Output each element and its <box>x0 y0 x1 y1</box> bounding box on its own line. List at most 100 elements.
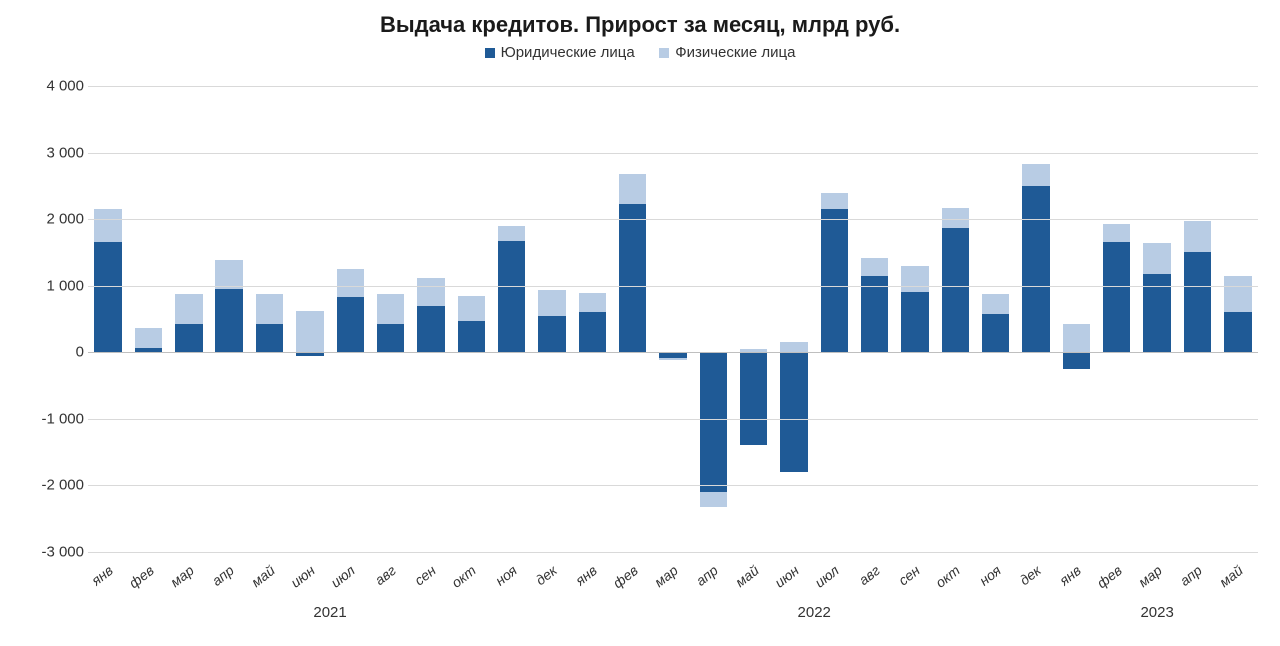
legend-label-legal: Юридические лица <box>501 44 635 61</box>
bar-seg-legal <box>942 228 969 352</box>
bar-group <box>982 86 1009 552</box>
bar-seg-physical <box>458 296 485 321</box>
bar-seg-legal <box>700 352 727 492</box>
bar-group <box>579 86 606 552</box>
bar-seg-physical <box>296 311 323 352</box>
x-tick-label: авг <box>855 562 882 588</box>
grid-line <box>88 86 1258 87</box>
y-tick-label: 3 000 <box>14 144 84 161</box>
bar-seg-legal <box>579 312 606 352</box>
grid-line <box>88 485 1258 486</box>
bar-seg-legal <box>256 324 283 352</box>
bar-seg-legal <box>821 209 848 352</box>
bar-seg-legal <box>982 314 1009 352</box>
bar-seg-physical <box>1184 221 1211 252</box>
bar-seg-legal <box>458 321 485 352</box>
bar-seg-physical <box>538 290 565 315</box>
bar-group <box>377 86 404 552</box>
bar-group <box>1224 86 1251 552</box>
x-tick-label: авг <box>371 562 398 588</box>
bar-seg-physical <box>821 193 848 210</box>
bar-seg-physical <box>94 209 121 242</box>
bar-group <box>942 86 969 552</box>
legend-label-physical: Физические лица <box>675 44 795 61</box>
bar-group <box>780 86 807 552</box>
y-tick-label: -1 000 <box>14 410 84 427</box>
x-tick-label: апр <box>209 562 237 589</box>
bar-seg-physical <box>700 492 727 507</box>
bar-group <box>94 86 121 552</box>
x-tick-label: янв <box>88 562 116 588</box>
x-tick-label: июн <box>287 562 317 591</box>
year-label: 2023 <box>1140 604 1173 621</box>
bar-group <box>901 86 928 552</box>
x-tick-label: сен <box>895 562 923 588</box>
bar-group <box>215 86 242 552</box>
x-tick-label: май <box>248 562 278 590</box>
x-tick-label: апр <box>693 562 721 589</box>
bar-seg-legal <box>498 241 525 352</box>
x-tick-label: июн <box>772 562 802 591</box>
bar-group <box>256 86 283 552</box>
grid-line <box>88 419 1258 420</box>
x-tick-label: фев <box>1094 562 1125 591</box>
bar-group <box>619 86 646 552</box>
bar-seg-physical <box>901 266 928 293</box>
x-tick-label: дек <box>1017 562 1044 588</box>
bar-group <box>659 86 686 552</box>
bar-seg-legal <box>337 297 364 352</box>
bar-group <box>135 86 162 552</box>
bar-seg-legal <box>901 292 928 352</box>
y-tick-label: -3 000 <box>14 544 84 561</box>
bar-group <box>1063 86 1090 552</box>
bar-seg-legal <box>377 324 404 352</box>
x-tick-label: дек <box>533 562 560 588</box>
bar-seg-physical <box>256 294 283 324</box>
bar-group <box>821 86 848 552</box>
y-tick-label: 0 <box>14 344 84 361</box>
x-tick-label: июл <box>328 562 358 591</box>
bar-group <box>458 86 485 552</box>
bar-seg-legal <box>1063 352 1090 369</box>
bar-seg-legal <box>780 352 807 472</box>
legend-swatch-physical <box>659 48 669 58</box>
bar-seg-legal <box>215 289 242 352</box>
chart-container: Выдача кредитов. Прирост за месяц, млрд … <box>0 0 1280 646</box>
bar-seg-physical <box>1103 224 1130 242</box>
bar-seg-physical <box>377 294 404 324</box>
bar-group <box>1143 86 1170 552</box>
bar-seg-physical <box>1063 324 1090 352</box>
bar-seg-physical <box>1022 164 1049 186</box>
bar-seg-physical <box>498 226 525 241</box>
plot-area <box>88 86 1258 552</box>
x-tick-label: окт <box>449 562 480 591</box>
bar-group <box>538 86 565 552</box>
x-tick-label: фев <box>609 562 640 591</box>
x-tick-label: апр <box>1177 562 1205 589</box>
bar-seg-physical <box>215 260 242 289</box>
x-axis-labels: янвфевмарапрмайиюниюлавгсеноктноядекянвф… <box>88 556 1258 596</box>
bar-seg-legal <box>1184 252 1211 352</box>
bar-group <box>740 86 767 552</box>
bar-seg-physical <box>619 174 646 204</box>
bar-seg-physical <box>135 328 162 348</box>
bar-seg-physical <box>337 269 364 297</box>
x-tick-label: сен <box>411 562 439 588</box>
y-tick-label: 1 000 <box>14 277 84 294</box>
y-tick-label: 2 000 <box>14 211 84 228</box>
bar-seg-physical <box>659 358 686 360</box>
grid-line <box>88 352 1258 353</box>
year-label: 2022 <box>798 604 831 621</box>
bar-group <box>417 86 444 552</box>
bar-seg-physical <box>942 208 969 228</box>
bar-seg-physical <box>861 258 888 276</box>
x-tick-label: фев <box>125 562 156 591</box>
x-tick-label: май <box>1216 562 1246 590</box>
bar-seg-physical <box>1143 243 1170 274</box>
grid-line <box>88 552 1258 553</box>
x-tick-label: мар <box>167 562 197 590</box>
x-tick-label: ноя <box>492 562 520 589</box>
bar-seg-legal <box>1022 186 1049 352</box>
x-tick-label: май <box>732 562 762 590</box>
grid-line <box>88 219 1258 220</box>
